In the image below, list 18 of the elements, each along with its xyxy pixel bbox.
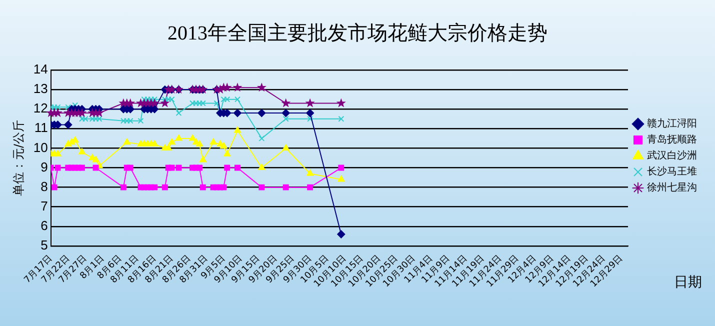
y-tick-label: 12 <box>33 100 48 116</box>
y-axis-title: 单位：元/公斤 <box>11 120 26 196</box>
chart-title: 2013年全国主要批发市场花鲢大宗价格走势 <box>168 21 548 44</box>
y-tick-label: 10 <box>33 140 48 155</box>
y-tick-label: 14 <box>33 62 48 77</box>
y-tick-label: 13 <box>33 81 48 96</box>
y-tick-label: 9 <box>40 159 48 174</box>
legend-label: 武汉白沙洲 <box>647 150 697 162</box>
legend-label: 长沙马王堆 <box>647 166 697 178</box>
y-tick-label: 5 <box>40 238 48 253</box>
y-tick-label: 7 <box>40 198 48 214</box>
y-tick-label: 6 <box>40 218 48 234</box>
x-axis-title: 日期 <box>674 274 702 291</box>
legend-label: 徐州七星沟 <box>647 182 697 194</box>
legend-label: 青岛抚顺路 <box>647 134 697 146</box>
y-tick-label: 8 <box>40 178 48 194</box>
legend-label: 赣九江浔阳 <box>647 118 697 130</box>
y-tick-label: 11 <box>34 120 48 136</box>
